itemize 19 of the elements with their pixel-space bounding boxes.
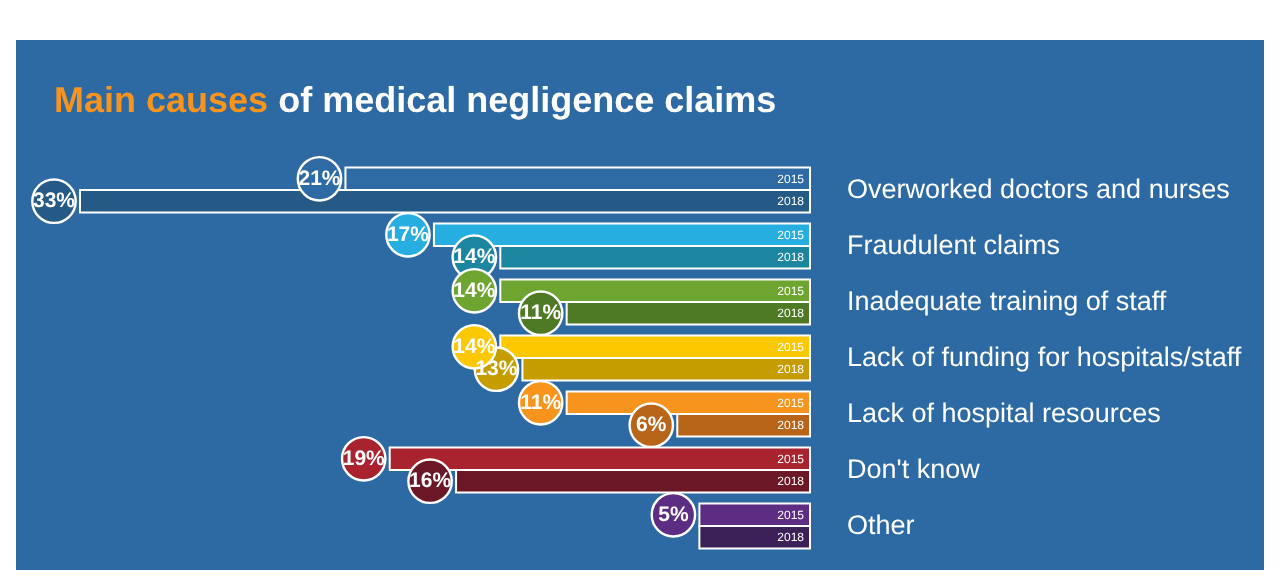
data-label: 16% bbox=[409, 469, 453, 494]
data-label: 14% bbox=[453, 245, 497, 270]
y-tick-label: Lack of funding for hospitals/staff bbox=[847, 342, 1242, 372]
data-label: 14% bbox=[453, 278, 497, 303]
data-label: 6% bbox=[636, 413, 668, 438]
data-label: 21% bbox=[298, 166, 342, 191]
y-tick-label: Overworked doctors and nurses bbox=[847, 174, 1231, 204]
chart-title: Main causes of medical negligence claims bbox=[54, 80, 777, 120]
y-tick-label: Don't know bbox=[847, 454, 981, 484]
data-label: 13% bbox=[475, 357, 519, 382]
data-label: 11% bbox=[520, 390, 563, 415]
data-label: 11% bbox=[520, 301, 563, 326]
data-label: 14% bbox=[453, 334, 497, 359]
y-tick-label: Inadequate training of staff bbox=[847, 286, 1167, 316]
data-label: 5% bbox=[658, 502, 690, 527]
y-tick-label: Other bbox=[847, 510, 916, 540]
y-tick-label: Lack of hospital resources bbox=[847, 398, 1162, 428]
data-label: 19% bbox=[342, 446, 387, 471]
y-tick-label: Fraudulent claims bbox=[847, 230, 1061, 260]
